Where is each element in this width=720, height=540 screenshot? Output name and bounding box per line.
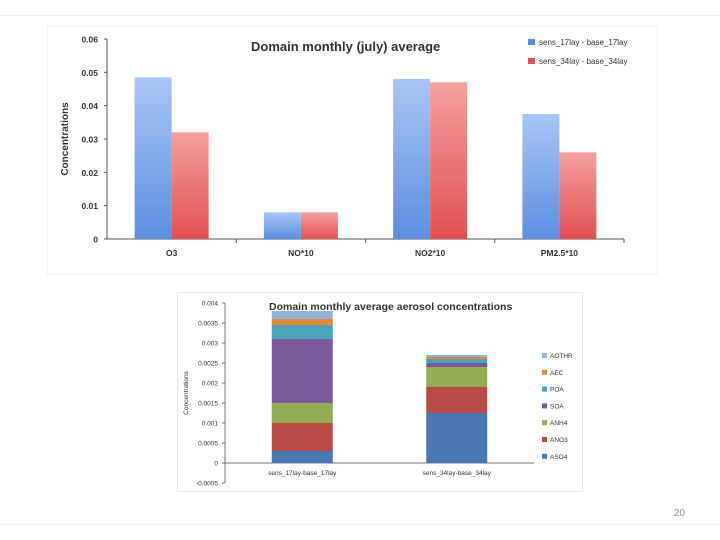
chart-panel-july-average: Domain monthly (july) average Concentrati… [48,27,657,274]
stack-sens-17lay-base-17lay-aso4 [271,451,333,463]
legend-label-aothr: AOTHR [550,353,573,360]
legend-swatch-series-1 [528,39,535,45]
stack-sens-17lay-base-17lay-poa [271,325,333,339]
chart-aerosol-concentrations: Domain monthly average aerosol concentra… [183,301,573,488]
y-tick-label: 0.004 [202,301,219,308]
legend-swatch-ano3 [542,437,547,442]
y-tick-label: 0.05 [81,68,98,78]
legend-label-poa: POA [550,387,564,394]
y-tick-label: 0 [214,461,218,468]
y-tick-label: 0 [93,235,98,245]
y-tick-label: 0.02 [81,168,98,178]
x-tick-label-no2-10: NO2*10 [415,248,446,258]
bar-no2-10-series-2 [430,82,468,239]
bar-no-10-series-2 [300,212,338,239]
y-tick-label: 0.0035 [198,321,218,328]
stack-sens-34lay-base-34lay-aothr [426,355,488,357]
stack-sens-34lay-base-34lay-aso4 [426,413,488,463]
stack-sens-17lay-base-17lay-ano3 [271,423,333,451]
legend-swatch-aso4 [542,453,547,459]
stack-sens-17lay-base-17lay-aothr [271,311,333,319]
stack-sens-17lay-base-17lay-anh4 [271,403,333,423]
bar-pm2-5-10-series-2 [559,152,597,239]
legend-label-ano3: ANO3 [550,437,568,444]
stack-sens-34lay-base-34lay-anh4 [426,367,488,387]
legend-swatch-series-2 [528,58,535,64]
legend-swatch-soa [542,403,547,409]
bar-o3-series-1 [134,77,172,239]
stack-sens-34lay-base-34lay-soa [426,363,488,367]
x-tick-label-no-10: NO*10 [288,248,314,258]
legend-swatch-aec [542,369,547,375]
y-axis-label: Concentrations [60,102,71,176]
slide-bottom-line [0,524,720,525]
y-axis-label: Concentrations [183,370,190,414]
page-number: 20 [673,508,685,519]
legend-label-anh4: ANH4 [550,420,568,427]
slide-top-line [0,15,720,16]
stack-sens-34lay-base-34lay-aec [426,357,488,359]
stack-sens-17lay-base-17lay-soa [271,339,333,403]
chart-july-average: Domain monthly (july) average Concentrati… [60,35,628,259]
chart-title: Domain monthly average aerosol concentra… [269,301,512,313]
x-tick-label-o3: O3 [166,248,178,258]
chart-panel-aerosol: Domain monthly average aerosol concentra… [178,293,582,491]
legend-swatch-aothr [542,353,547,358]
bar-no2-10-series-1 [393,79,431,239]
legend-label-series-1: sens_17lay - base_17lay [539,38,628,47]
legend-swatch-anh4 [542,420,547,426]
y-tick-label: 0.0025 [198,361,218,368]
y-tick-label: 0.04 [81,101,98,111]
y-tick-label: 0.0005 [198,441,218,448]
legend-label-aso4: ASO4 [550,454,568,461]
bar-pm2-5-10-series-1 [522,114,560,239]
y-tick-label: 0.002 [202,381,219,388]
chart-title: Domain monthly (july) average [251,39,440,54]
y-tick-label: 0.003 [202,341,219,348]
stack-sens-34lay-base-34lay-ano3 [426,387,488,413]
legend-swatch-poa [542,386,547,392]
y-tick-label: 0.0015 [198,401,218,408]
x-tick-label-sens-17lay-base-17lay: sens_17lay-base_17lay [268,470,337,477]
x-tick-label-pm2-5-10: PM2.5*10 [541,248,579,258]
stack-sens-34lay-base-34lay-poa [426,359,488,363]
bar-no-10-series-1 [263,212,301,239]
legend-label-aec: AEC [550,370,564,377]
y-tick-label: 0.01 [81,201,98,211]
legend-label-soa: SOA [550,403,564,410]
y-tick-label: -0.0005 [196,481,218,488]
x-tick-label-sens-34lay-base-34lay: sens_34lay-base_34lay [423,470,492,477]
y-tick-label: 0.03 [81,135,98,145]
stack-sens-17lay-base-17lay-aec [271,319,333,325]
legend-label-series-2: sens_34lay - base_34lay [539,57,628,66]
y-tick-label: 0.001 [202,421,219,428]
y-tick-label: 0.06 [81,35,98,45]
bar-o3-series-2 [171,132,209,239]
